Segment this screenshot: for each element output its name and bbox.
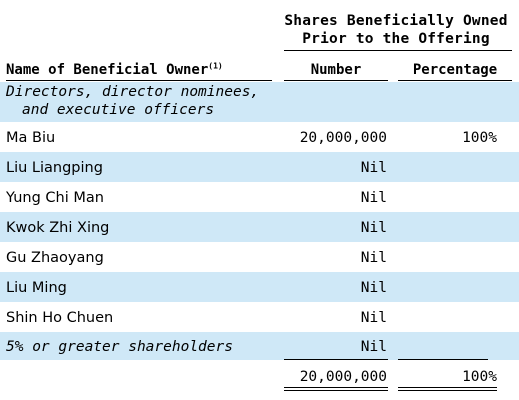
subtotal-rule-percentage [398,359,488,360]
shares-number: 20,000,000 [299,130,387,146]
shares-number: Nil [360,250,387,266]
owner-name: Ma Biu [6,130,56,146]
subtotal-rule-number [284,359,388,360]
header-rule-name [6,80,272,81]
group-header-line2: Prior to the Offering [302,31,490,47]
total-row: 20,000,000 100% [0,362,519,388]
section-row-five-percent: 5% or greater shareholders Nil [0,332,519,360]
owner-name: Kwok Zhi Xing [6,220,110,236]
table-row: Gu Zhaoyang Nil [0,242,519,272]
total-double-rule-number [284,387,388,391]
total-double-rule-percentage [398,387,497,391]
table-row: Ma Biu 20,000,000 100% [0,122,519,152]
section-label-directors-line2: and executive officers [22,102,215,118]
column-header-number: Number [310,62,362,78]
total-percentage: 100% [462,369,497,385]
owner-name: Liu Ming [6,280,67,296]
shares-percentage: 100% [462,130,497,146]
header-rule-percentage [398,80,512,81]
table-row: Yung Chi Man Nil [0,182,519,212]
footnote-marker: (1) [208,61,223,71]
table-row: Kwok Zhi Xing Nil [0,212,519,242]
owner-name: Yung Chi Man [6,190,104,206]
table-row: Shin Ho Chuen Nil [0,302,519,332]
section-label-five-percent: 5% or greater shareholders [6,339,233,355]
column-header-percentage: Percentage [412,62,498,78]
group-header-rule [284,50,512,51]
header-rule-number [284,80,388,81]
table-row: Liu Liangping Nil [0,152,519,182]
shares-number: Nil [360,160,387,176]
shares-number: Nil [360,220,387,236]
column-header-name-text: Name of Beneficial Owner [6,62,209,78]
shares-number: Nil [360,190,387,206]
owner-name: Shin Ho Chuen [6,310,114,326]
shares-number: Nil [360,339,387,355]
shares-number: Nil [360,280,387,296]
table-row: Liu Ming Nil [0,272,519,302]
total-number: 20,000,000 [299,369,387,385]
owner-name: Gu Zhaoyang [6,250,104,266]
group-header: Shares Beneficially Owned Prior to the O… [280,12,512,48]
shares-number: Nil [360,310,387,326]
section-row-directors: Directors, director nominees, and execut… [0,82,519,122]
group-header-line1: Shares Beneficially Owned [284,13,508,29]
column-header-name: Name of Beneficial Owner(1) [6,61,223,79]
owner-name: Liu Liangping [6,160,103,176]
section-label-directors-line1: Directors, director nominees, [6,84,260,100]
